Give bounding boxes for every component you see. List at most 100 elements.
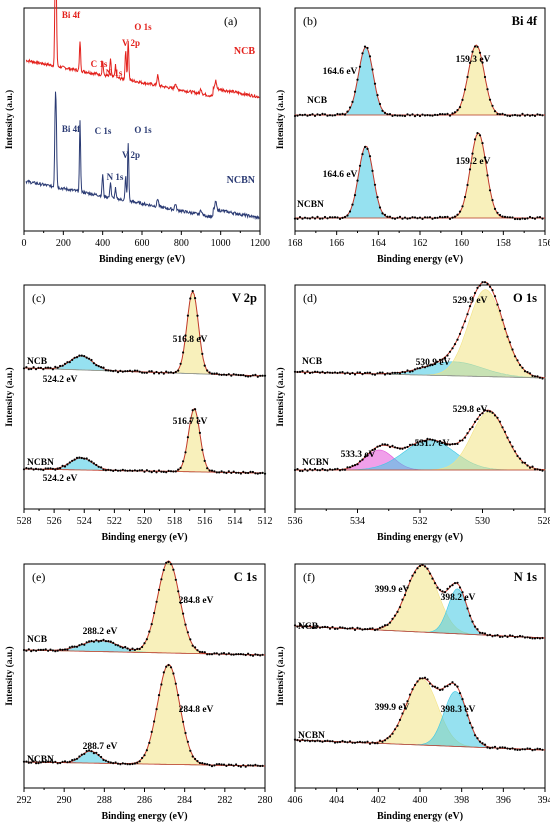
data-point	[63, 648, 67, 651]
data-point	[208, 371, 211, 374]
data-point	[225, 373, 228, 377]
data-point	[353, 194, 357, 197]
data-point	[232, 373, 235, 376]
data-point	[256, 472, 259, 475]
data-point	[343, 372, 347, 375]
series-label: NCBN	[227, 175, 256, 186]
data-point	[433, 685, 437, 688]
data-point	[191, 755, 194, 758]
data-point	[353, 373, 357, 376]
data-point	[90, 639, 93, 643]
data-point	[32, 760, 35, 763]
data-point	[456, 109, 459, 112]
data-point	[326, 217, 329, 220]
data-point	[456, 581, 459, 584]
data-point	[441, 590, 444, 593]
data-point	[172, 371, 175, 375]
data-point	[403, 216, 407, 219]
data-point	[313, 114, 317, 117]
fit-component	[24, 408, 265, 474]
data-point	[503, 327, 507, 330]
data-point	[398, 447, 402, 450]
data-point	[473, 138, 477, 141]
data-point	[189, 297, 192, 300]
data-point	[513, 217, 517, 221]
data-point	[511, 348, 514, 351]
peak-label: 524.2 eV	[43, 375, 78, 385]
data-point	[44, 366, 47, 369]
data-point	[210, 765, 214, 768]
data-point	[92, 640, 95, 643]
data-point	[408, 217, 412, 220]
data-point	[536, 747, 539, 750]
data-point	[426, 114, 429, 117]
data-point	[443, 356, 447, 359]
peak-label: 284.8 eV	[179, 705, 214, 715]
data-point	[463, 705, 467, 708]
raw-data-points	[22, 290, 267, 378]
data-point	[436, 586, 439, 589]
data-point	[453, 582, 457, 585]
data-point	[443, 591, 447, 594]
data-point	[54, 468, 57, 471]
data-point	[148, 470, 151, 473]
data-point	[461, 98, 464, 101]
data-point	[443, 442, 447, 445]
data-point	[456, 685, 459, 688]
data-point	[155, 708, 158, 711]
raw-data-points	[22, 664, 264, 768]
data-point	[133, 469, 136, 472]
data-point	[483, 743, 487, 746]
data-point	[458, 210, 462, 213]
data-point	[496, 303, 499, 306]
x-axis-label: Binding energy (eV)	[377, 532, 463, 543]
data-point	[174, 682, 177, 685]
data-point	[331, 114, 334, 117]
data-point	[328, 371, 332, 374]
data-point	[230, 374, 233, 377]
x-tick-label: 200	[56, 238, 71, 249]
data-point	[456, 338, 459, 341]
data-point	[210, 372, 214, 375]
data-point	[513, 748, 517, 751]
data-point	[95, 639, 98, 642]
x-tick-label: 0	[22, 238, 27, 249]
data-point	[90, 460, 93, 463]
data-point	[25, 760, 28, 763]
data-point	[306, 370, 309, 373]
fit-component	[294, 678, 546, 751]
x-tick-label: 394	[538, 795, 550, 806]
data-point	[179, 601, 182, 605]
data-point	[249, 654, 252, 657]
data-point	[351, 371, 354, 375]
data-point	[343, 468, 347, 471]
data-point	[421, 365, 424, 368]
data-point	[251, 374, 254, 377]
x-tick-label: 514	[227, 516, 242, 527]
data-point	[481, 742, 484, 745]
data-point	[513, 355, 517, 358]
data-point	[446, 215, 449, 218]
data-point	[478, 51, 482, 54]
data-point	[220, 763, 223, 766]
data-point	[116, 469, 120, 472]
data-point	[323, 625, 327, 629]
data-point	[148, 370, 151, 373]
data-point	[433, 582, 437, 585]
data-point	[157, 372, 161, 375]
data-point	[428, 682, 432, 685]
data-point	[201, 650, 204, 654]
data-point	[471, 297, 474, 300]
data-point	[306, 217, 309, 220]
data-point	[145, 469, 148, 472]
data-point	[468, 428, 472, 431]
panel-e: 292 290 288 286 284 282 280 Binding energy (eV)…	[4, 563, 273, 822]
data-point	[119, 469, 122, 472]
peak-label: 533.3 eV	[341, 450, 376, 460]
data-point	[421, 563, 424, 566]
data-point	[521, 461, 524, 464]
data-point	[75, 757, 79, 760]
data-point	[179, 708, 182, 711]
data-point	[386, 215, 389, 218]
data-point	[155, 600, 158, 603]
